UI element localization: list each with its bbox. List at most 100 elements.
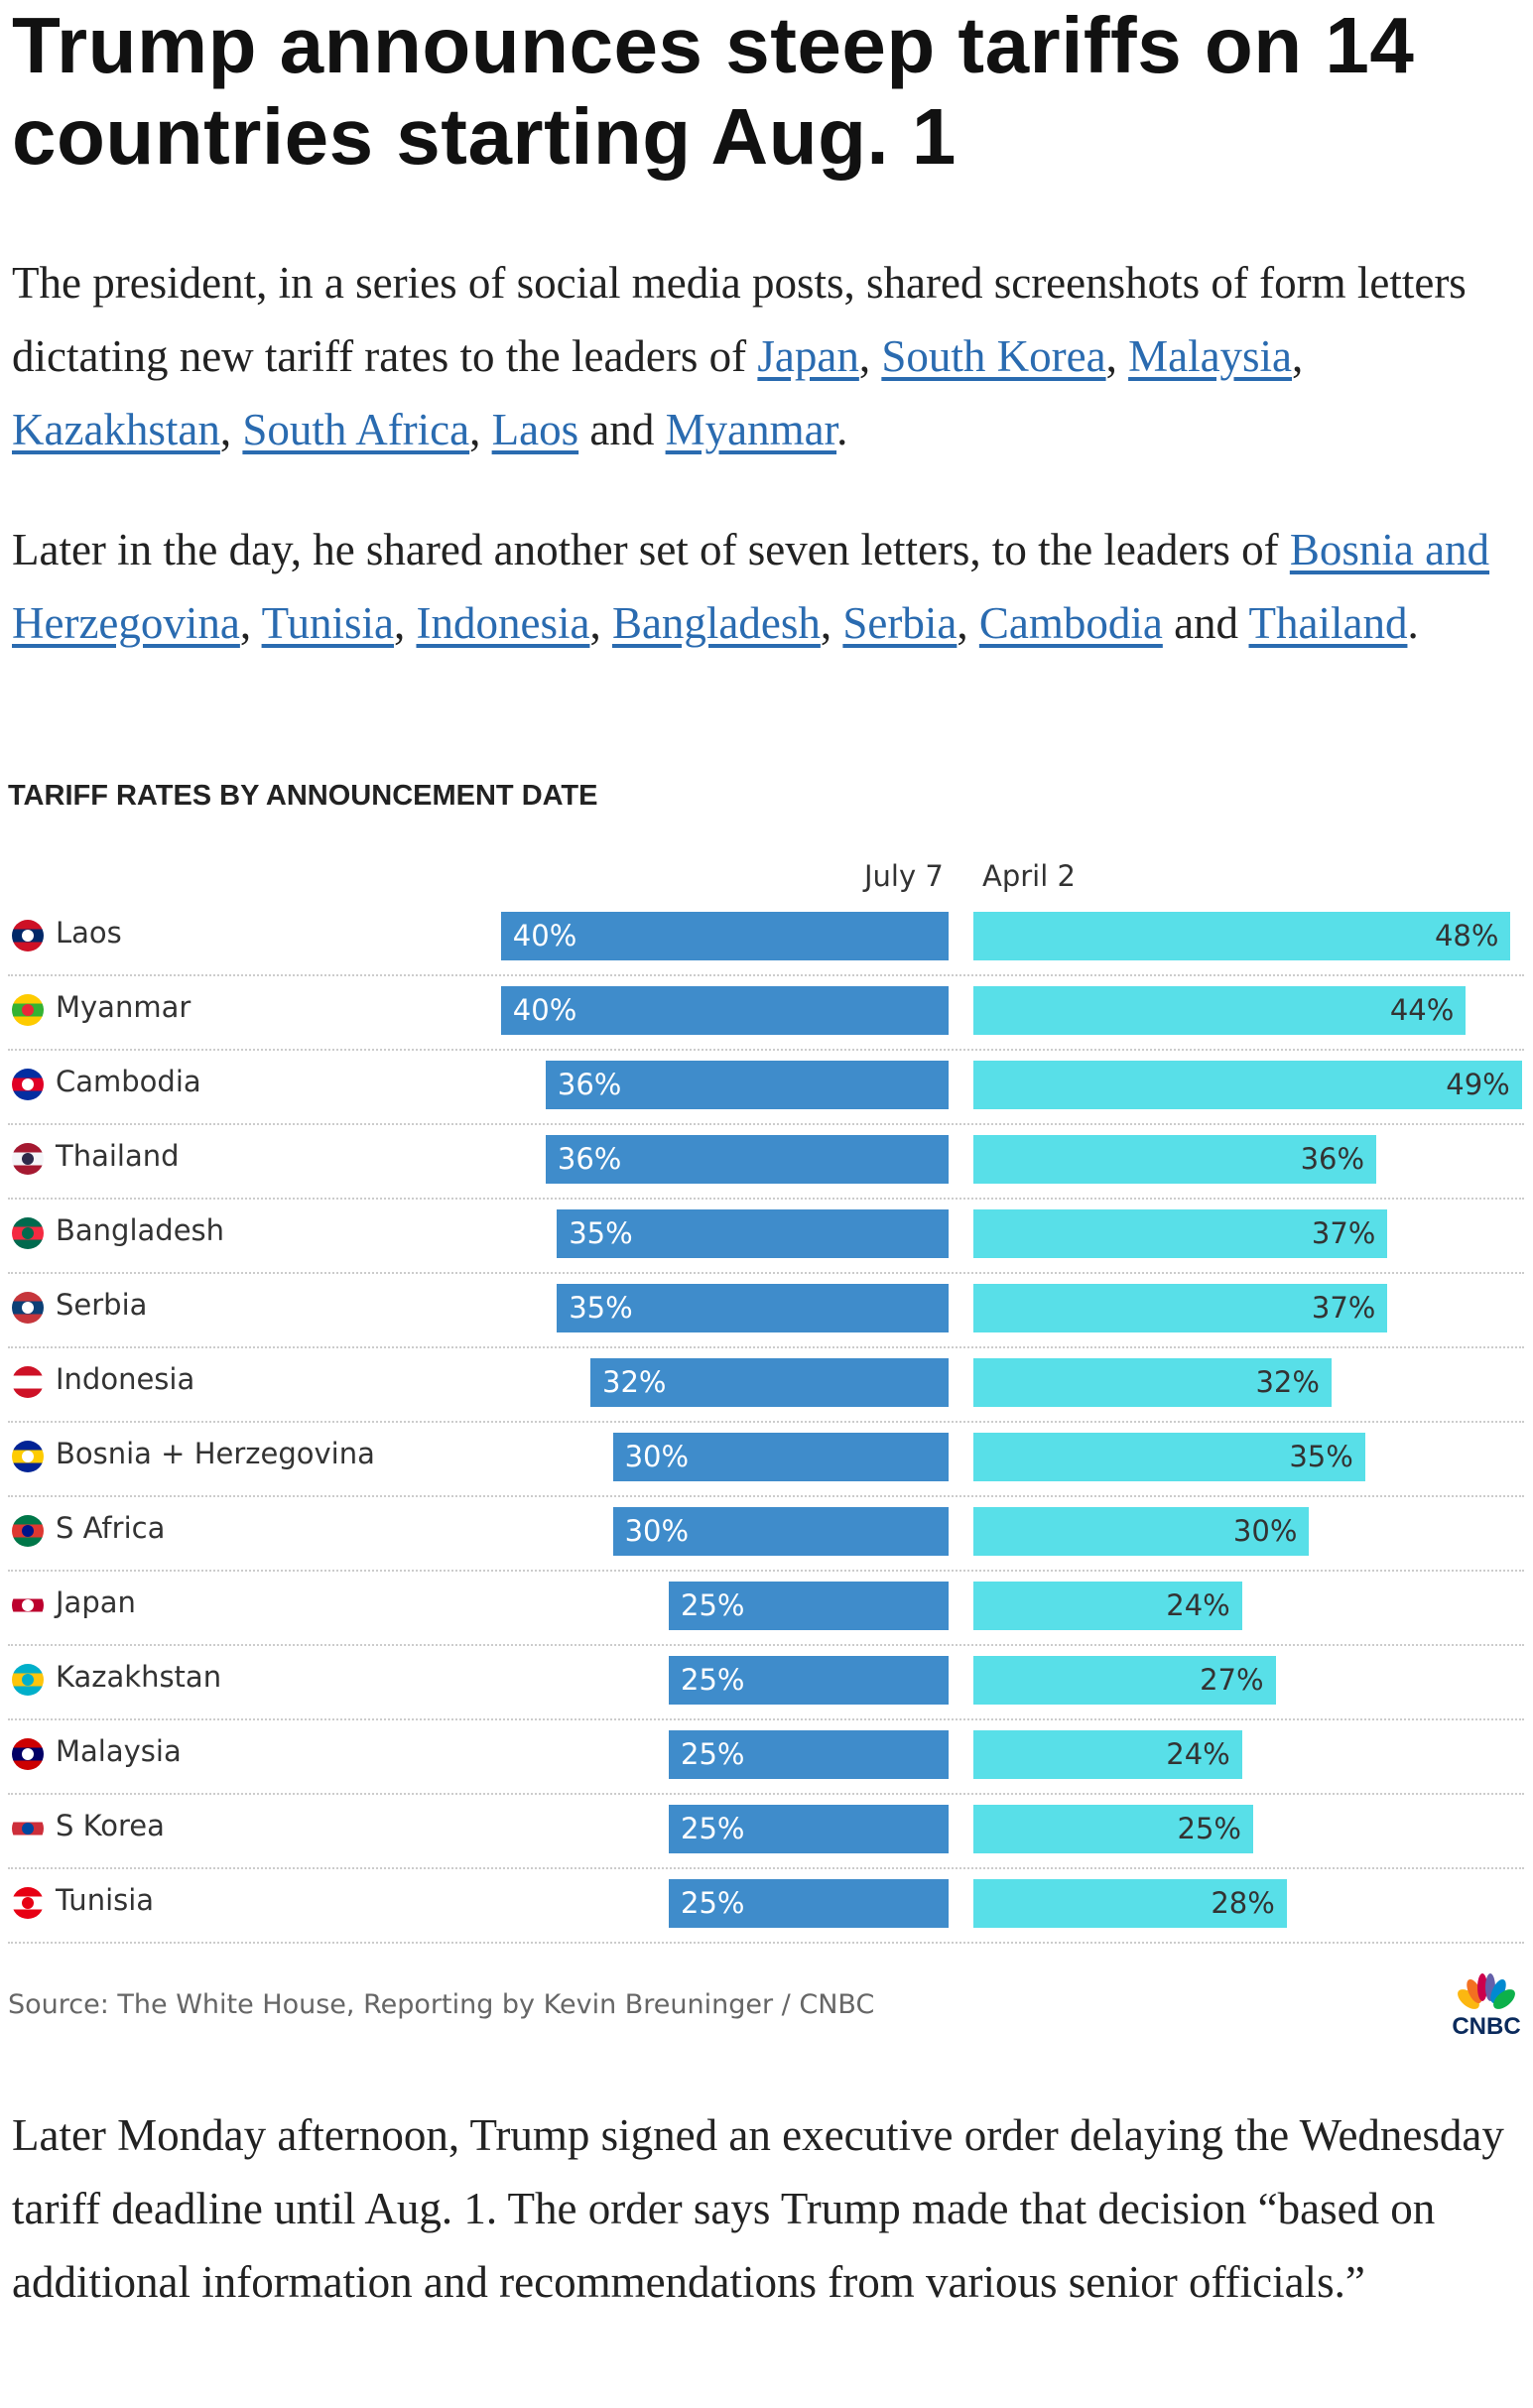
bar-july7: 36% xyxy=(545,1061,949,1109)
bar-label: 44% xyxy=(1389,993,1455,1027)
legend-april2: April 2 xyxy=(982,859,1076,893)
country-link[interactable]: Indonesia xyxy=(416,598,590,648)
paragraph-1: The president, in a series of social med… xyxy=(12,258,1467,454)
bar-label: 27% xyxy=(1200,1663,1264,1697)
country-link[interactable]: Kazakhstan xyxy=(12,405,220,454)
bar-july7: 25% xyxy=(669,1730,949,1779)
bar-april2: 24% xyxy=(973,1582,1242,1630)
bar-label: 35% xyxy=(569,1216,633,1250)
chart-row: S Africa 30% 30% xyxy=(0,1497,1524,1572)
flag-icon xyxy=(12,994,44,1026)
bar-label: 37% xyxy=(1311,1216,1376,1250)
row-divider xyxy=(8,1718,1524,1720)
country-label: Laos xyxy=(56,916,122,950)
row-divider xyxy=(8,1495,1524,1497)
flag-icon xyxy=(12,1069,44,1100)
bar-april2: 24% xyxy=(973,1730,1242,1779)
row-divider xyxy=(8,1644,1524,1646)
cnbc-logo: CNBC xyxy=(1447,1969,1526,2040)
country-label: Thailand xyxy=(56,1139,180,1173)
chart-row: Kazakhstan 25% 27% xyxy=(0,1646,1524,1720)
country-link[interactable]: Japan xyxy=(757,331,859,381)
country-label: Bosnia + Herzegovina xyxy=(56,1437,375,1470)
country-label: Cambodia xyxy=(56,1065,201,1098)
bar-label: 30% xyxy=(1232,1514,1298,1548)
logo-text: CNBC xyxy=(1452,2013,1521,2040)
paragraph-2: Later in the day, he shared another set … xyxy=(12,525,1490,648)
flag-icon xyxy=(12,1441,44,1472)
country-link[interactable]: Thailand xyxy=(1248,598,1408,648)
chart-row: Myanmar 40% 44% xyxy=(0,976,1524,1051)
flag-icon xyxy=(12,1515,44,1547)
chart-row: Cambodia 36% 49% xyxy=(0,1051,1524,1125)
bar-label: 37% xyxy=(1311,1291,1376,1325)
country-label: Tunisia xyxy=(56,1883,155,1917)
country-link[interactable]: Laos xyxy=(491,405,579,454)
country-link[interactable]: Tunisia xyxy=(261,598,394,648)
bar-label: 30% xyxy=(624,1440,690,1473)
country-link[interactable]: Malaysia xyxy=(1128,331,1293,381)
flag-icon xyxy=(12,1813,44,1844)
country-link[interactable]: Serbia xyxy=(842,598,958,648)
chart-row: Bosnia + Herzegovina 30% 35% xyxy=(0,1423,1524,1497)
bar-april2: 30% xyxy=(973,1507,1310,1556)
paragraph-3: Later Monday afternoon, Trump signed an … xyxy=(12,2110,1504,2307)
bar-july7: 25% xyxy=(669,1656,949,1705)
bar-july7: 35% xyxy=(557,1209,949,1258)
paragraph-text: The president, in a series of social med… xyxy=(12,258,1467,381)
bar-july7: 40% xyxy=(500,912,949,960)
bar-april2: 48% xyxy=(973,912,1511,960)
bar-label: 36% xyxy=(557,1068,622,1101)
row-divider xyxy=(8,1793,1524,1795)
bar-label: 36% xyxy=(557,1142,622,1176)
flag-icon xyxy=(12,1589,44,1621)
country-label: Indonesia xyxy=(56,1362,195,1396)
country-label: Serbia xyxy=(56,1288,148,1322)
chart-row: S Korea 25% 25% xyxy=(0,1795,1524,1869)
flag-icon xyxy=(12,1664,44,1696)
article-title: Trump announces steep tariffs on 14 coun… xyxy=(12,1,1415,181)
bar-label: 40% xyxy=(512,919,577,952)
bar-label: 25% xyxy=(681,1588,745,1622)
country-link[interactable]: Myanmar xyxy=(665,405,837,454)
bar-july7: 35% xyxy=(557,1284,949,1332)
chart-row: Indonesia 32% 32% xyxy=(0,1348,1524,1423)
bar-april2: 32% xyxy=(973,1358,1332,1407)
flag-icon xyxy=(12,920,44,951)
country-link[interactable]: Bosnia and Herzegovina xyxy=(12,525,1490,648)
country-link[interactable]: South Africa xyxy=(242,405,470,454)
country-link[interactable]: Cambodia xyxy=(978,598,1163,648)
bar-label: 48% xyxy=(1434,919,1499,952)
row-divider xyxy=(8,1421,1524,1423)
bar-label: 30% xyxy=(624,1514,690,1548)
row-divider xyxy=(8,1867,1524,1869)
peacock-icon xyxy=(1458,1973,1515,2009)
bar-label: 36% xyxy=(1300,1142,1365,1176)
row-divider xyxy=(8,1272,1524,1274)
bar-label: 24% xyxy=(1166,1588,1230,1622)
country-link[interactable]: Bangladesh xyxy=(611,598,821,648)
country-label: S Africa xyxy=(56,1511,166,1545)
chart-row: Serbia 35% 37% xyxy=(0,1274,1524,1348)
bar-label: 49% xyxy=(1446,1068,1510,1101)
conjunction: and xyxy=(589,405,655,454)
bar-july7: 25% xyxy=(669,1879,949,1928)
flag-icon xyxy=(12,1366,44,1398)
bar-label: 35% xyxy=(1289,1440,1353,1473)
bar-july7: 32% xyxy=(590,1358,949,1407)
country-link[interactable]: South Korea xyxy=(881,331,1106,381)
country-label: Kazakhstan xyxy=(56,1660,222,1694)
bar-april2: 49% xyxy=(973,1061,1522,1109)
chart-row: Malaysia 25% 24% xyxy=(0,1720,1524,1795)
bar-label: 35% xyxy=(569,1291,633,1325)
bar-april2: 36% xyxy=(973,1135,1377,1184)
chart-row: Japan 25% 24% xyxy=(0,1572,1524,1646)
bar-label: 25% xyxy=(681,1812,745,1845)
legend-july7: July 7 xyxy=(864,859,944,893)
bar-july7: 36% xyxy=(545,1135,949,1184)
country-label: Japan xyxy=(56,1585,136,1619)
bar-april2: 25% xyxy=(973,1805,1253,1853)
bar-label: 40% xyxy=(512,993,577,1027)
bar-april2: 44% xyxy=(973,986,1467,1035)
row-divider xyxy=(8,1123,1524,1125)
